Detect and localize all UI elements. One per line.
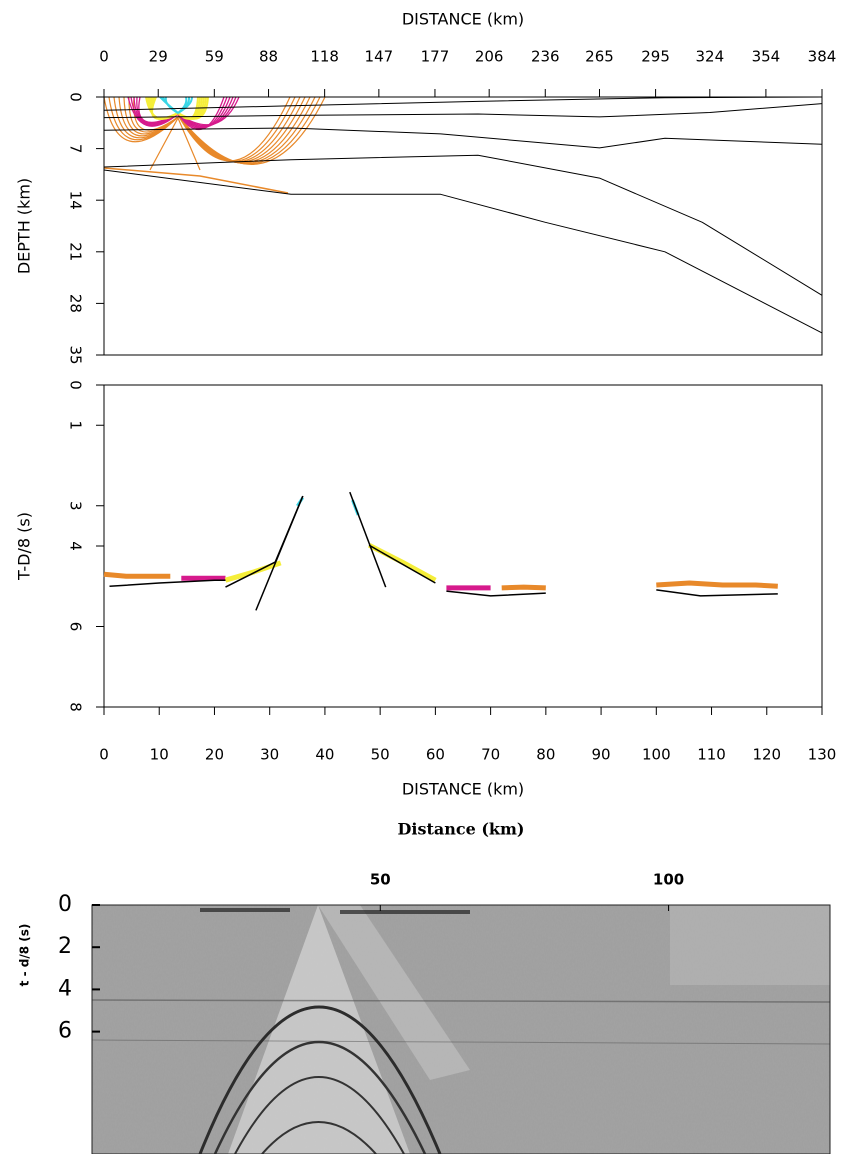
series-line [225,495,304,588]
y-tick-label: 4 [58,976,72,1001]
y-axis-label: DEPTH (km) [15,178,34,274]
ray [133,96,179,125]
x-tick-label: 295 [641,48,670,66]
chart-title: Distance (km) [398,820,525,839]
series-line [255,495,304,611]
ray [149,116,201,171]
series-line [103,169,823,334]
y-axis-label: T-D/8 (s) [15,512,34,581]
series-line [656,580,778,589]
y-tick-label: 2 [58,934,72,959]
seismic-image [91,904,831,1154]
x-tick-label: 265 [585,48,614,66]
y-tick-label: 0 [67,380,85,390]
series-line [103,103,823,119]
y-tick-label: 4 [67,541,85,551]
y-tick-label: 0 [67,92,85,102]
ray-paths [103,96,326,194]
ray [103,167,289,194]
x-tick-label: 110 [697,746,726,764]
x-tick-label: 177 [421,48,450,66]
ray [177,96,193,114]
x-tick-label: 118 [310,48,339,66]
plot-frame [103,96,823,356]
x-tick-label: 0 [99,48,109,66]
x-tick-label: 88 [259,48,278,66]
y-tick-label: 7 [67,144,85,154]
y-tick-label: 8 [67,702,85,712]
series-line [109,579,226,588]
x-axis-label: DISTANCE (km) [402,780,524,799]
series-line [224,560,282,583]
chart-title: DISTANCE (km) [402,10,524,29]
x-tick-label: 30 [260,746,279,764]
x-tick-label: 50 [370,871,391,889]
x-tick-label: 59 [205,48,224,66]
x-tick-label: 147 [365,48,394,66]
y-tick-label: 28 [67,294,85,313]
series-line [103,571,171,579]
ray [177,96,209,120]
x-tick-label: 236 [531,48,560,66]
series-line [349,491,387,588]
x-tick-label: 324 [695,48,724,66]
ray [177,96,326,165]
x-tick-label: 29 [149,48,168,66]
y-tick-label: 14 [67,191,85,210]
x-tick-label: 40 [315,746,334,764]
y-tick-label: 21 [67,242,85,261]
x-tick-label: 0 [99,746,109,764]
y-tick-label: 0 [58,892,72,917]
x-tick-label: 50 [371,746,390,764]
x-tick-label: 100 [653,871,684,889]
x-tick-label: 70 [481,746,500,764]
x-tick-label: 20 [205,746,224,764]
y-tick-label: 35 [67,345,85,364]
x-tick-label: 384 [808,48,837,66]
series-line [501,584,546,591]
y-tick-label: 3 [67,501,85,511]
x-tick-label: 206 [475,48,504,66]
y-tick-label: 6 [67,622,85,632]
series-line [656,589,778,597]
x-tick-label: 80 [536,746,555,764]
x-tick-label: 130 [808,746,837,764]
series-line [103,154,823,296]
y-axis-label: t - d/8 (s) [18,924,32,987]
series-line [103,96,823,111]
x-tick-label: 100 [642,746,671,764]
y-tick-label: 1 [67,420,85,430]
series-line [446,590,546,597]
plot-frame [103,384,823,708]
x-tick-label: 60 [426,746,445,764]
x-tick-label: 90 [592,746,611,764]
x-tick-label: 120 [752,746,781,764]
y-tick-label: 6 [58,1019,72,1044]
series-line [368,544,436,584]
ray [164,96,179,114]
x-tick-label: 10 [150,746,169,764]
x-tick-label: 354 [752,48,781,66]
series-line [103,127,823,149]
